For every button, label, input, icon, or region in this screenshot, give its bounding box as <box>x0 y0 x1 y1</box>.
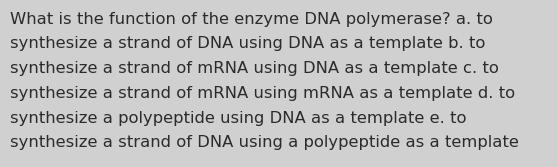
Text: synthesize a strand of DNA using a polypeptide as a template: synthesize a strand of DNA using a polyp… <box>10 135 519 150</box>
Text: synthesize a strand of mRNA using mRNA as a template d. to: synthesize a strand of mRNA using mRNA a… <box>10 86 515 101</box>
Text: synthesize a strand of DNA using DNA as a template b. to: synthesize a strand of DNA using DNA as … <box>10 36 485 51</box>
Text: synthesize a strand of mRNA using DNA as a template c. to: synthesize a strand of mRNA using DNA as… <box>10 61 499 76</box>
Text: What is the function of the enzyme DNA polymerase? a. to: What is the function of the enzyme DNA p… <box>10 12 493 27</box>
Text: synthesize a polypeptide using DNA as a template e. to: synthesize a polypeptide using DNA as a … <box>10 111 466 126</box>
